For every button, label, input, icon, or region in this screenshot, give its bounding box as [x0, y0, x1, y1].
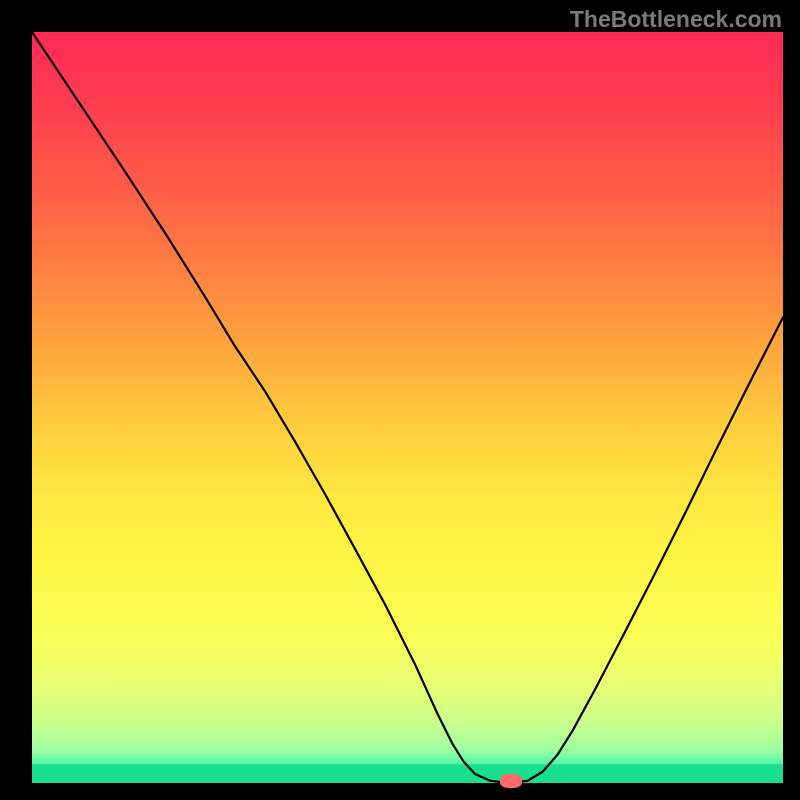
plot-svg — [32, 32, 783, 783]
plot-area — [32, 32, 783, 783]
optimal-marker — [500, 774, 522, 788]
gradient-background — [32, 32, 783, 783]
watermark-text: TheBottleneck.com — [570, 6, 782, 33]
green-band — [32, 764, 783, 783]
chart-container: TheBottleneck.com — [0, 0, 800, 800]
